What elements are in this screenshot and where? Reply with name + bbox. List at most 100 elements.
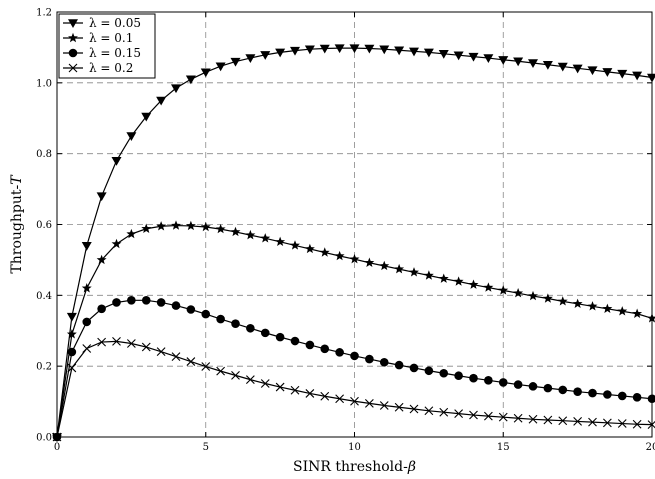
- data-point: [350, 351, 359, 361]
- data-point: [394, 360, 404, 370]
- x-tick-label: 20: [646, 442, 655, 453]
- data-point: [543, 415, 553, 425]
- data-point: [97, 304, 106, 314]
- series-2: [52, 220, 655, 442]
- data-point: [528, 290, 538, 301]
- data-point: [230, 57, 241, 67]
- data-point: [245, 54, 256, 64]
- legend-entry: λ = 0.2: [63, 61, 133, 75]
- data-point: [424, 406, 434, 416]
- series-layer: [52, 44, 655, 442]
- data-point: [156, 298, 166, 307]
- data-point: [245, 229, 256, 240]
- data-point: [171, 220, 181, 230]
- data-point: [200, 221, 211, 232]
- data-point: [379, 45, 390, 55]
- data-point: [558, 385, 568, 395]
- data-point: [141, 223, 152, 233]
- y-axis-title-symbol: T: [9, 174, 25, 185]
- x-axis-title-text: SINR threshold-: [293, 459, 408, 475]
- data-point: [186, 357, 196, 366]
- data-point: [305, 389, 315, 398]
- data-point: [82, 344, 92, 353]
- data-point: [216, 314, 225, 324]
- data-point: [275, 382, 285, 392]
- data-point: [439, 368, 449, 378]
- data-point: [632, 308, 643, 318]
- legend-label: λ = 0.15: [89, 46, 141, 60]
- data-point: [528, 414, 538, 424]
- data-point: [156, 96, 167, 106]
- data-point: [588, 388, 597, 398]
- data-point: [513, 380, 523, 389]
- data-point: [112, 298, 121, 307]
- data-point: [364, 44, 375, 54]
- data-point: [557, 62, 568, 72]
- data-point: [528, 382, 538, 391]
- data-point: [96, 254, 107, 265]
- data-point: [587, 301, 598, 311]
- legend-marker: [68, 19, 78, 28]
- data-point: [96, 192, 107, 202]
- legend-box: [58, 13, 156, 79]
- y-axis-title-text: Throughput-: [9, 185, 25, 274]
- data-point: [127, 295, 136, 305]
- data-point: [439, 407, 449, 417]
- data-point: [364, 398, 374, 408]
- data-point: [185, 75, 196, 85]
- data-point: [498, 285, 509, 295]
- data-point: [349, 254, 360, 264]
- data-point: [513, 413, 523, 423]
- data-point: [423, 270, 434, 280]
- data-point: [319, 44, 330, 54]
- data-point: [365, 354, 374, 364]
- data-point: [201, 309, 211, 319]
- data-point: [275, 332, 285, 342]
- data-point: [409, 404, 419, 414]
- data-point: [349, 44, 360, 54]
- y-tick-label: 0.4: [36, 291, 52, 302]
- data-point: [275, 48, 286, 58]
- x-axis-title: SINR threshold-β: [293, 459, 416, 475]
- data-point: [468, 52, 479, 62]
- data-point: [438, 273, 449, 283]
- data-point: [231, 319, 240, 328]
- data-point: [498, 412, 508, 422]
- data-point: [423, 48, 434, 58]
- y-tick-label: 0.0: [36, 433, 52, 444]
- legend: λ = 0.05λ = 0.1λ = 0.15λ = 0.2: [58, 13, 156, 79]
- legend-entry: λ = 0.1: [63, 31, 133, 45]
- data-point: [141, 295, 151, 305]
- data-point: [572, 298, 583, 309]
- data-point: [111, 238, 122, 249]
- y-tick-label: 0.6: [36, 220, 52, 231]
- data-point: [647, 73, 655, 83]
- data-point: [231, 370, 240, 380]
- data-point: [334, 44, 345, 54]
- legend-entry: λ = 0.15: [63, 46, 141, 60]
- legend-label: λ = 0.1: [89, 31, 133, 45]
- data-point: [394, 46, 405, 56]
- data-point: [572, 64, 583, 74]
- data-point: [141, 112, 152, 122]
- data-point: [171, 301, 181, 310]
- data-point: [112, 336, 121, 346]
- data-point: [67, 347, 77, 357]
- data-point: [156, 221, 167, 231]
- data-point: [453, 276, 464, 286]
- data-point: [513, 57, 524, 67]
- data-point: [454, 409, 464, 419]
- data-point: [246, 323, 255, 333]
- data-point: [320, 391, 330, 401]
- data-point: [528, 59, 538, 68]
- y-tick-label: 0.8: [36, 149, 52, 160]
- grid-lines: [57, 12, 652, 437]
- axis-ticks: 0 5 10 15 20 0.0 0.2 0.4 0.6 0.8 1.0 1.2: [36, 8, 655, 454]
- x-tick-label: 0: [54, 442, 60, 453]
- data-point: [66, 312, 77, 322]
- series-1: [52, 44, 655, 442]
- data-point: [350, 396, 359, 406]
- data-point: [305, 340, 315, 350]
- data-point: [469, 373, 478, 383]
- data-point: [484, 376, 493, 385]
